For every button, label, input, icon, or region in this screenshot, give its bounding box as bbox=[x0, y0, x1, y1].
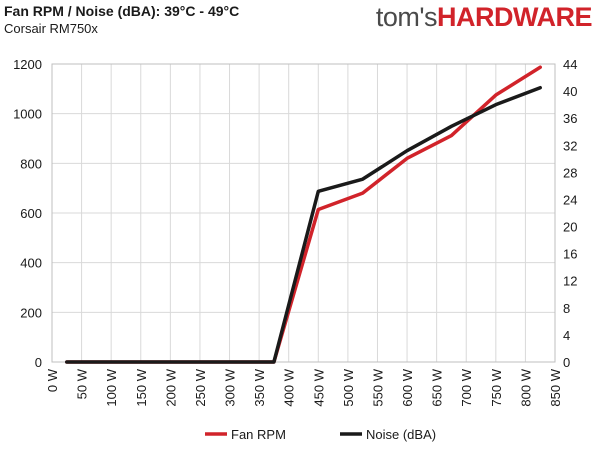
y-left-tick-label: 600 bbox=[20, 206, 42, 221]
plot-area bbox=[51, 63, 556, 363]
y-left-tick-label: 200 bbox=[20, 305, 42, 320]
logo-part-1: tom's bbox=[375, 2, 438, 32]
legend-label: Fan RPM bbox=[231, 427, 286, 442]
y-right-tick-label: 20 bbox=[563, 220, 577, 235]
x-tick-label: 150 W bbox=[134, 368, 149, 406]
y-right-tick-label: 8 bbox=[563, 301, 570, 316]
y-right-tick-label: 24 bbox=[563, 192, 577, 207]
y-right-tick-label: 4 bbox=[563, 328, 570, 343]
x-tick-label: 600 W bbox=[400, 368, 415, 406]
y-right-tick-label: 36 bbox=[563, 111, 577, 126]
y-right-tick-label: 28 bbox=[563, 165, 577, 180]
x-tick-label: 850 W bbox=[548, 368, 563, 406]
x-tick-label: 300 W bbox=[223, 368, 238, 406]
x-tick-label: 200 W bbox=[163, 368, 178, 406]
x-tick-label: 800 W bbox=[518, 368, 533, 406]
x-tick-label: 550 W bbox=[370, 368, 385, 406]
logo-part-2: HARDWARE bbox=[437, 2, 593, 32]
x-tick-label: 450 W bbox=[311, 368, 326, 406]
x-tick-label: 50 W bbox=[75, 368, 90, 399]
y-left-tick-label: 0 bbox=[35, 355, 42, 370]
y-left-tick-label: 1200 bbox=[13, 57, 42, 72]
chart-subtitle: Corsair RM750x bbox=[4, 21, 98, 36]
y-right-tick-label: 32 bbox=[563, 138, 577, 153]
y-left-tick-label: 400 bbox=[20, 256, 42, 271]
x-tick-label: 650 W bbox=[430, 368, 445, 406]
fan-rpm-line bbox=[65, 65, 542, 364]
x-tick-label: 350 W bbox=[252, 368, 267, 406]
y-right-tick-label: 0 bbox=[563, 355, 570, 370]
chart-title: Fan RPM / Noise (dBA): 39°C - 49°C bbox=[4, 3, 240, 19]
x-tick-label: 0 W bbox=[45, 368, 60, 392]
brand-logo: tom'sHARDWARE bbox=[375, 2, 593, 33]
y-left-tick-label: 1000 bbox=[13, 107, 42, 122]
y-right-tick-label: 12 bbox=[563, 274, 577, 289]
legend-label: Noise (dBA) bbox=[366, 427, 436, 442]
x-tick-label: 700 W bbox=[459, 368, 474, 406]
noise-line bbox=[65, 85, 542, 364]
y-left-tick-label: 800 bbox=[20, 156, 42, 171]
y-right-tick-label: 16 bbox=[563, 247, 577, 262]
y-right-tick-label: 44 bbox=[563, 57, 577, 72]
x-tick-label: 750 W bbox=[489, 368, 504, 406]
x-tick-label: 500 W bbox=[341, 368, 356, 406]
y-right-tick-label: 40 bbox=[563, 84, 577, 99]
x-tick-label: 100 W bbox=[104, 368, 119, 406]
x-tick-label: 400 W bbox=[282, 368, 297, 406]
x-tick-label: 250 W bbox=[193, 368, 208, 406]
